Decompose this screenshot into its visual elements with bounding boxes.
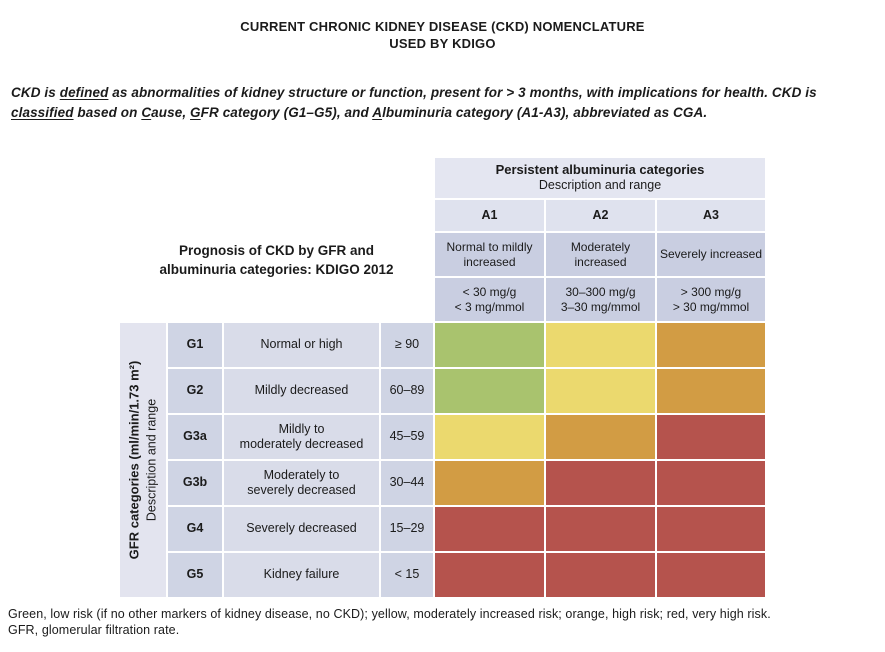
- risk-cell-g3a-a3: [657, 415, 765, 459]
- albuminuria-col-a2-range: 30–300 mg/g 3–30 mg/mmol: [546, 278, 655, 321]
- gfr-row-g5-range: < 15: [381, 553, 433, 597]
- gfr-row-g1-code: G1: [168, 323, 222, 367]
- risk-cell-g2-a3: [657, 369, 765, 413]
- gfr-row-g3b-code: G3b: [168, 461, 222, 505]
- risk-cell-g3b-a3: [657, 461, 765, 505]
- albuminuria-col-a3-description: Severely increased: [657, 233, 765, 276]
- gfr-row-g1-description: Normal or high: [224, 323, 379, 367]
- gfr-row-g1-range: ≥ 90: [381, 323, 433, 367]
- albuminuria-header: Persistent albuminuria categories Descri…: [435, 158, 765, 198]
- legend-line1: Green, low risk (if no other markers of …: [8, 607, 771, 621]
- albuminuria-col-a1-range: < 30 mg/g < 3 mg/mmol: [435, 278, 544, 321]
- risk-cell-g1-a2: [546, 323, 655, 367]
- albuminuria-col-a1-code: A1: [435, 200, 544, 231]
- risk-cell-g4-a2: [546, 507, 655, 551]
- risk-cell-g3b-a1: [435, 461, 544, 505]
- risk-cell-g5-a1: [435, 553, 544, 597]
- risk-cell-g2-a2: [546, 369, 655, 413]
- risk-cell-g5-a2: [546, 553, 655, 597]
- gfr-row-g4-range: 15–29: [381, 507, 433, 551]
- prognosis-caption: Prognosis of CKD by GFR and albuminuria …: [120, 200, 433, 321]
- gfr-row-g2-code: G2: [168, 369, 222, 413]
- risk-cell-g4-a1: [435, 507, 544, 551]
- albuminuria-col-a2-description: Moderately increased: [546, 233, 655, 276]
- risk-cell-g3a-a1: [435, 415, 544, 459]
- gfr-axis-label-bold: GFR categories (ml/min/1.73 m²): [126, 360, 142, 560]
- gfr-row-g2-description: Mildly decreased: [224, 369, 379, 413]
- intro-paragraph: CKD is defined as abnormalities of kidne…: [11, 85, 817, 121]
- gfr-row-g3a-description: Mildly to moderately decreased: [224, 415, 379, 459]
- risk-cell-g1-a3: [657, 323, 765, 367]
- gfr-row-g5-code: G5: [168, 553, 222, 597]
- figure-title: CURRENT CHRONIC KIDNEY DISEASE (CKD) NOM…: [0, 18, 885, 52]
- prognosis-caption-line1: Prognosis of CKD by GFR and: [178, 242, 374, 258]
- gfr-row-g4-code: G4: [168, 507, 222, 551]
- legend-footnote: Green, low risk (if no other markers of …: [8, 606, 877, 639]
- risk-cell-g1-a1: [435, 323, 544, 367]
- figure-title-line2: USED BY KDIGO: [389, 36, 496, 51]
- risk-cell-g3a-a2: [546, 415, 655, 459]
- albuminuria-col-a1-description: Normal to mildly increased: [435, 233, 544, 276]
- albuminuria-col-a3-range: > 300 mg/g > 30 mg/mmol: [657, 278, 765, 321]
- gfr-axis-label: GFR categories (ml/min/1.73 m²) Descript…: [126, 361, 159, 560]
- gfr-row-g3b-description: Moderately to severely decreased: [224, 461, 379, 505]
- albuminuria-col-a2-code: A2: [546, 200, 655, 231]
- ckd-prognosis-table: Persistent albuminuria categories Descri…: [120, 158, 765, 597]
- risk-cell-g3b-a2: [546, 461, 655, 505]
- gfr-axis-strip: GFR categories (ml/min/1.73 m²) Descript…: [120, 323, 166, 597]
- albuminuria-header-title: Persistent albuminuria categories: [495, 162, 705, 178]
- risk-cell-g4-a3: [657, 507, 765, 551]
- gfr-row-g3a-range: 45–59: [381, 415, 433, 459]
- gfr-axis-label-regular: Description and range: [144, 398, 159, 522]
- gfr-row-g4-description: Severely decreased: [224, 507, 379, 551]
- gfr-row-g3b-range: 30–44: [381, 461, 433, 505]
- legend-line2: GFR, glomerular filtration rate.: [8, 623, 180, 638]
- gfr-row-g3a-code: G3a: [168, 415, 222, 459]
- figure-title-line1: CURRENT CHRONIC KIDNEY DISEASE (CKD) NOM…: [240, 19, 645, 34]
- prognosis-caption-line2: albuminuria categories: KDIGO 2012: [159, 261, 394, 277]
- risk-cell-g5-a3: [657, 553, 765, 597]
- albuminuria-header-subtitle: Description and range: [538, 178, 662, 193]
- albuminuria-col-a3-code: A3: [657, 200, 765, 231]
- gfr-row-g2-range: 60–89: [381, 369, 433, 413]
- gfr-row-g5-description: Kidney failure: [224, 553, 379, 597]
- risk-cell-g2-a1: [435, 369, 544, 413]
